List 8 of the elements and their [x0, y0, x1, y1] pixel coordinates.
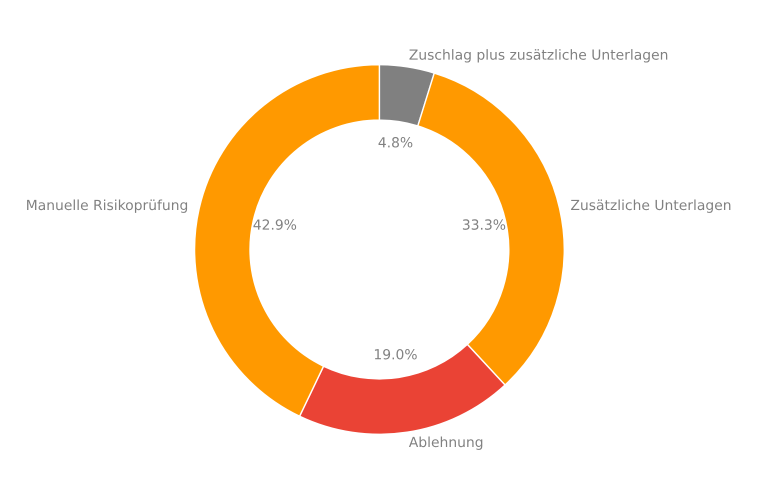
- data-label: 42.9%: [253, 219, 296, 230]
- slice-label: Zuschlag plus zusätzliche Unterlagen: [409, 49, 668, 63]
- slice-label: Manuelle Risikoprüfung: [27, 199, 188, 213]
- data-label: 33.3%: [462, 219, 506, 230]
- data-label: 19.0%: [374, 349, 417, 360]
- data-label: 4.8%: [378, 137, 412, 148]
- slice-label: Ablehnung: [408, 436, 482, 450]
- slice-label: Zusätzliche Unterlagen: [571, 199, 730, 213]
